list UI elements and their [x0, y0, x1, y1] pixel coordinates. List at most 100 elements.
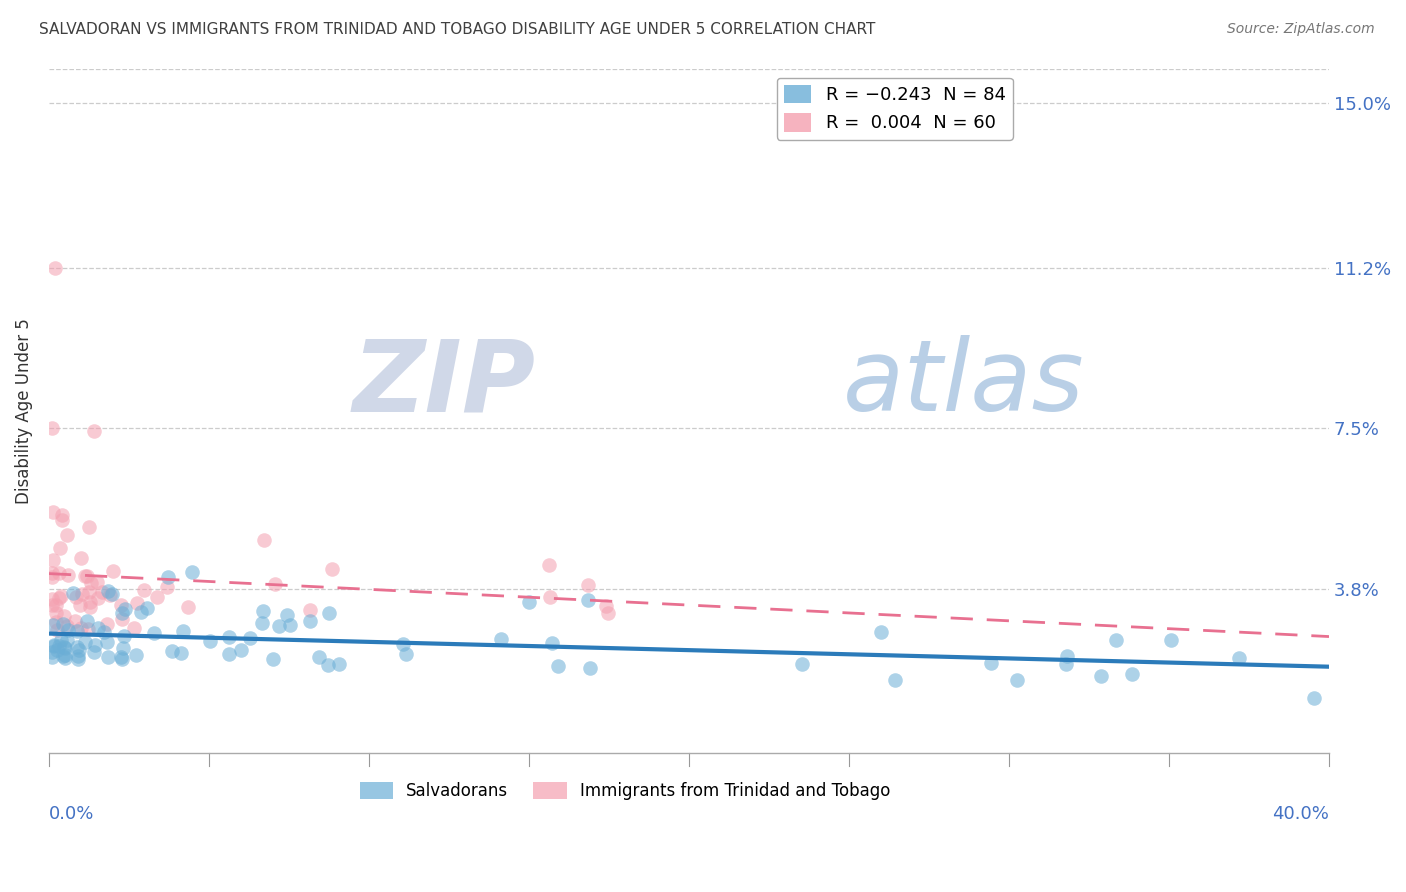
Point [112, 629, 135, 643]
Point [395, 647, 418, 661]
Point [41, 566, 63, 580]
Point [44, 638, 66, 652]
Point [253, 533, 276, 547]
Point [70, 587, 93, 601]
Point [90, 585, 112, 599]
Point [65, 590, 87, 604]
Point [180, 565, 202, 579]
Point [75, 635, 97, 649]
Point [83, 645, 105, 659]
Text: 0.0%: 0.0% [49, 805, 94, 823]
Point [42, 617, 65, 632]
Point [489, 632, 512, 646]
Point [252, 604, 274, 618]
Point [67, 652, 90, 666]
Point [308, 649, 330, 664]
Point [41, 649, 63, 664]
Point [76, 614, 98, 628]
Text: atlas: atlas [842, 335, 1084, 432]
Text: Source: ZipAtlas.com: Source: ZipAtlas.com [1227, 22, 1375, 37]
Point [84, 638, 107, 652]
Point [97, 584, 120, 599]
Point [318, 658, 340, 673]
Point [98, 588, 121, 602]
Point [136, 601, 159, 615]
Point [1105, 633, 1128, 648]
Point [328, 657, 350, 672]
Point [49, 633, 72, 648]
Point [45, 615, 67, 630]
Point [46, 623, 69, 637]
Point [111, 640, 134, 655]
Point [124, 621, 146, 635]
Point [172, 624, 194, 638]
Point [79, 595, 101, 609]
Point [146, 591, 169, 605]
Point [576, 578, 599, 592]
Point [86, 621, 108, 635]
Point [299, 615, 322, 629]
Point [537, 558, 560, 572]
Point [41, 570, 63, 584]
Point [48, 591, 70, 605]
Point [198, 634, 221, 648]
Point [96, 635, 118, 649]
Point [65, 640, 87, 654]
Point [111, 652, 134, 666]
Point [114, 602, 136, 616]
Point [579, 661, 602, 675]
Point [517, 594, 540, 608]
Point [53, 641, 76, 656]
Point [229, 643, 252, 657]
Point [77, 622, 100, 636]
Point [93, 625, 115, 640]
Point [176, 600, 198, 615]
Point [67, 643, 90, 657]
Point [101, 564, 124, 578]
Point [69, 598, 91, 612]
Point [55, 528, 77, 542]
Point [160, 644, 183, 658]
Point [53, 608, 76, 623]
Point [278, 617, 301, 632]
Point [101, 586, 124, 600]
Point [44, 260, 66, 275]
Point [62, 586, 84, 600]
Point [41, 421, 63, 435]
Point [86, 575, 108, 590]
Point [56, 623, 79, 637]
Point [218, 630, 240, 644]
Point [77, 519, 100, 533]
Point [884, 673, 907, 688]
Point [51, 616, 73, 631]
Point [1160, 633, 1182, 648]
Point [45, 607, 67, 621]
Point [110, 599, 132, 613]
Point [48, 566, 70, 580]
Point [111, 607, 134, 621]
Point [262, 652, 284, 666]
Point [48, 541, 70, 555]
Point [55, 619, 77, 633]
Point [321, 562, 343, 576]
Point [42, 505, 65, 519]
Point [156, 580, 179, 594]
Point [1121, 667, 1143, 681]
Point [77, 584, 100, 599]
Point [63, 614, 86, 628]
Point [70, 551, 93, 566]
Legend: Salvadorans, Immigrants from Trinidad and Tobago: Salvadorans, Immigrants from Trinidad an… [353, 775, 897, 806]
Point [46, 643, 69, 657]
Text: ZIP: ZIP [353, 335, 536, 432]
Point [170, 646, 193, 660]
Text: 40.0%: 40.0% [1272, 805, 1329, 823]
Point [87, 591, 110, 605]
Point [66, 648, 89, 663]
Point [132, 583, 155, 598]
Point [299, 603, 322, 617]
Point [264, 576, 287, 591]
Point [56, 633, 79, 648]
Point [42, 639, 65, 653]
Point [547, 659, 569, 673]
Point [125, 596, 148, 610]
